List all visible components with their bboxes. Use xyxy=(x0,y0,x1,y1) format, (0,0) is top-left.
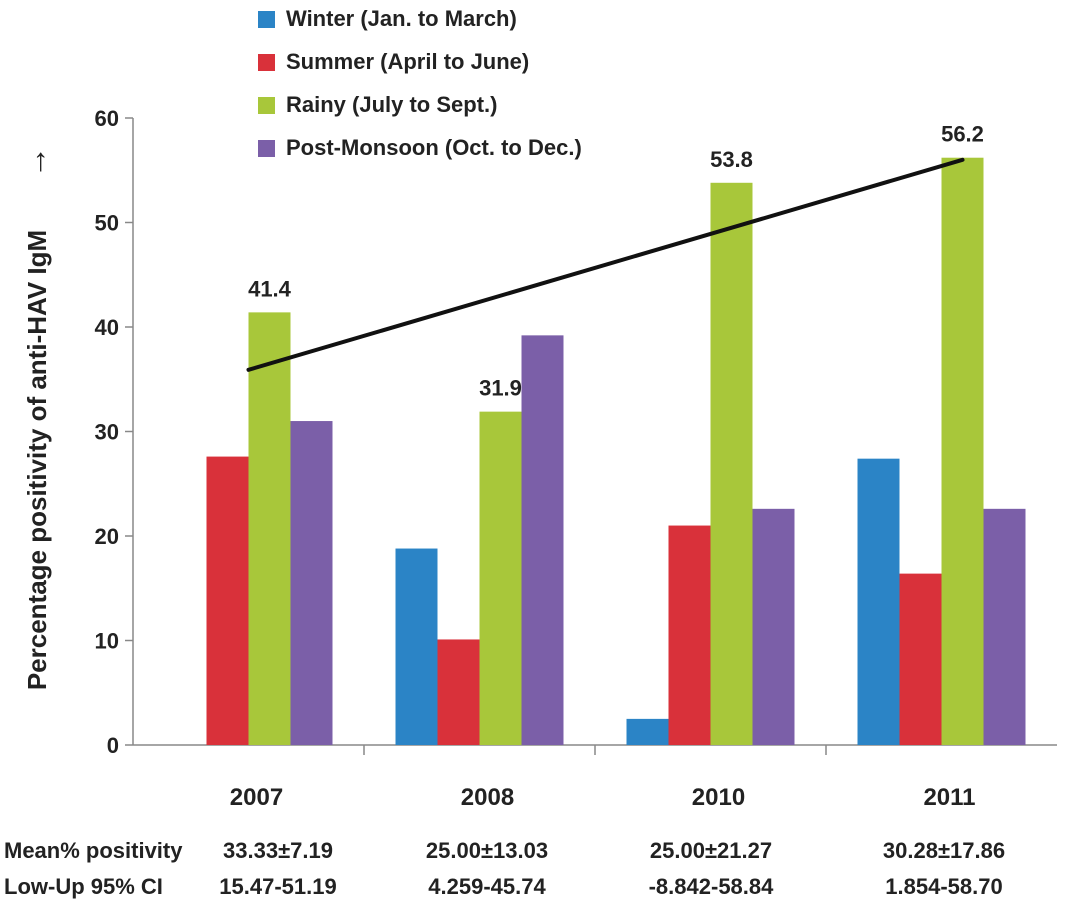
legend-label: Summer (April to June) xyxy=(286,49,529,74)
legend: Winter (Jan. to March) Summer (April to J… xyxy=(258,6,582,160)
bar xyxy=(983,508,1026,745)
data-labels: 41.4 31.9 53.8 56.2 xyxy=(248,122,984,401)
trend-line xyxy=(246,157,965,372)
bar xyxy=(248,312,291,745)
y-tick-label: 10 xyxy=(95,629,119,654)
bar xyxy=(710,182,753,746)
stats-value: 25.00±13.03 xyxy=(426,838,548,863)
data-label: 41.4 xyxy=(248,276,292,301)
bar xyxy=(206,456,249,745)
y-tick-label: 60 xyxy=(95,106,119,131)
stats-value: 15.47-51.19 xyxy=(219,874,336,899)
stats-row-label: Low-Up 95% CI xyxy=(4,874,163,899)
bar xyxy=(437,639,480,745)
legend-swatch xyxy=(258,54,275,71)
x-tick-label: 2010 xyxy=(692,784,745,811)
trend-line-group xyxy=(246,157,965,372)
bar xyxy=(479,411,522,745)
bar xyxy=(941,157,984,745)
stats-row-label: Mean% positivity xyxy=(4,838,183,863)
y-tick-label: 50 xyxy=(95,211,119,236)
stats-table: Mean% positivity 33.33±7.19 25.00±13.03 25.… xyxy=(4,838,1005,899)
y-tick-label: 0 xyxy=(107,733,119,758)
data-label: 31.9 xyxy=(479,376,522,401)
bar xyxy=(290,421,333,745)
legend-swatch xyxy=(258,11,275,28)
y-tick-label: 30 xyxy=(95,420,119,445)
y-axis-arrow: → xyxy=(17,146,53,178)
legend-label: Rainy (July to Sept.) xyxy=(286,92,497,117)
x-tick-label: 2008 xyxy=(461,784,514,811)
bar xyxy=(857,458,900,745)
x-tick-label: 2011 xyxy=(923,784,975,811)
y-axis-label: Percentage positivity of anti-HAV IgM xyxy=(22,230,52,690)
data-label: 53.8 xyxy=(710,147,753,172)
bar xyxy=(626,718,669,745)
legend-swatch xyxy=(258,97,275,114)
bar xyxy=(899,573,942,745)
stats-value: 30.28±17.86 xyxy=(883,838,1005,863)
legend-label: Winter (Jan. to March) xyxy=(286,6,517,31)
bar xyxy=(752,508,795,745)
stats-value: 25.00±21.27 xyxy=(650,838,772,863)
bar xyxy=(395,548,438,745)
y-tick-label: 40 xyxy=(95,315,119,340)
x-tick-label: 2007 xyxy=(230,784,283,811)
y-tick-label: 20 xyxy=(95,524,119,549)
bar xyxy=(668,525,711,745)
legend-swatch xyxy=(258,140,275,157)
stats-value: 33.33±7.19 xyxy=(223,838,333,863)
data-label: 56.2 xyxy=(941,122,984,147)
stats-value: 1.854-58.70 xyxy=(885,874,1002,899)
stats-value: -8.842-58.84 xyxy=(649,874,775,899)
legend-label: Post-Monsoon (Oct. to Dec.) xyxy=(286,135,582,160)
stats-value: 4.259-45.74 xyxy=(428,874,546,899)
bar xyxy=(521,335,564,745)
bars xyxy=(206,157,1026,746)
